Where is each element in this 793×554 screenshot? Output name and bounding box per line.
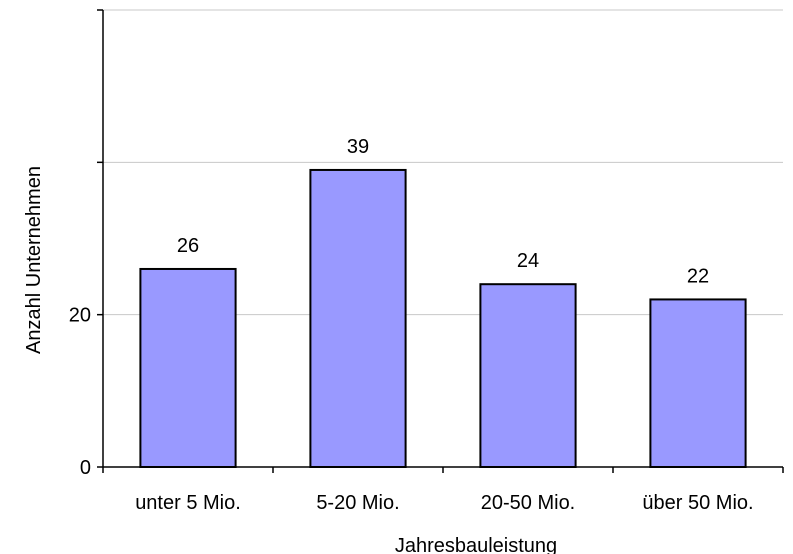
bar-value-label: 24 bbox=[517, 250, 539, 272]
x-category-label: unter 5 Mio. bbox=[135, 492, 241, 514]
bar-value-label: 26 bbox=[177, 235, 199, 257]
bar bbox=[649, 298, 747, 468]
y-tick-label: 20 bbox=[69, 305, 91, 327]
value-labels: 26 unter 5 Mio. 39 5-20 Mio. 24 20-50 Mio. 22 ü… bbox=[135, 136, 753, 514]
y-axis-title: Anzahl Unternehmen bbox=[23, 166, 45, 354]
bars bbox=[139, 168, 747, 469]
bar bbox=[309, 168, 407, 468]
x-category-label: 20-50 Mio. bbox=[481, 492, 576, 514]
bar-value-label: 22 bbox=[687, 265, 709, 287]
axis-ticks: 0 20 bbox=[69, 9, 784, 479]
x-category-label: 5-20 Mio. bbox=[316, 492, 399, 514]
x-axis-title: Jahresbauleistung bbox=[395, 535, 557, 554]
bar bbox=[479, 283, 577, 469]
y-tick-label: 0 bbox=[80, 457, 91, 479]
bar-value-label: 39 bbox=[347, 136, 369, 158]
x-category-label: über 50 Mio. bbox=[642, 492, 753, 514]
bar bbox=[139, 267, 237, 469]
